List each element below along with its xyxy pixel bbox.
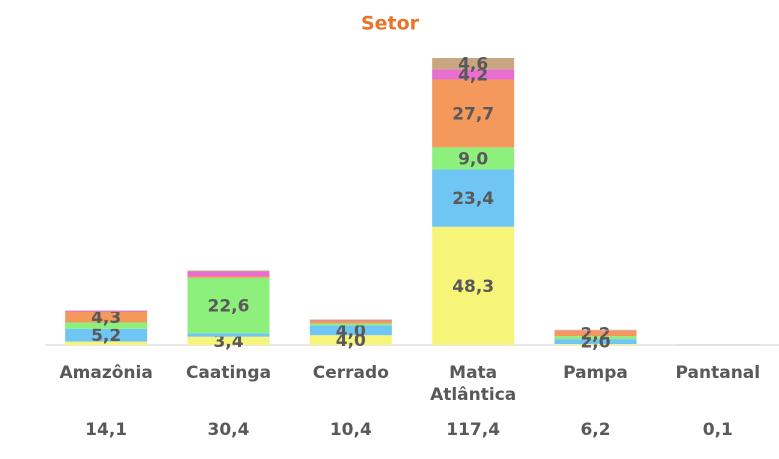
value-label: 4,2	[458, 65, 488, 85]
value-label: 9,0	[458, 149, 488, 169]
bar-segment	[65, 322, 148, 329]
total-label: 10,4	[329, 420, 372, 440]
bar-segment	[65, 341, 148, 345]
bar-segment	[65, 311, 148, 323]
bar-segment	[432, 69, 515, 80]
x-tick-label: Mata Atlântica	[430, 363, 517, 405]
bar-segment	[65, 328, 148, 342]
bar-segment	[432, 169, 515, 227]
bar-segment	[309, 325, 392, 336]
bar-segment	[309, 321, 392, 324]
value-label: 4,6	[458, 55, 488, 75]
bar-segment	[309, 335, 392, 345]
value-label: 23,4	[452, 189, 494, 209]
total-label: 0,1	[702, 420, 733, 440]
bar-segment	[187, 276, 270, 278]
bar-segment	[432, 226, 515, 345]
total-label: 6,2	[580, 420, 611, 440]
bar-segment	[187, 277, 270, 334]
bar-segment	[187, 333, 270, 337]
chart-title: Setor	[361, 13, 420, 35]
total-label: 117,4	[446, 420, 501, 440]
bar-segment	[432, 147, 515, 170]
value-label: 4,0	[336, 321, 366, 341]
value-label: 22,6	[208, 297, 250, 317]
bar-segment	[554, 339, 637, 345]
value-label: 5,2	[91, 326, 121, 346]
value-label: 4,3	[91, 308, 121, 328]
x-tick-label: Caatinga	[185, 363, 272, 383]
x-tick-label: Cerrado	[312, 363, 389, 383]
total-label: 14,1	[85, 420, 128, 440]
total-label: 30,4	[207, 420, 250, 440]
bar-segment	[187, 270, 270, 272]
bar-segment	[432, 79, 515, 148]
bar-segment	[187, 336, 270, 345]
value-label: 27,7	[452, 104, 494, 124]
bar-segment	[554, 336, 637, 340]
value-label: 4,0	[336, 331, 366, 351]
value-label: 2,2	[580, 324, 610, 344]
bar-segment	[309, 319, 392, 321]
x-tick-label: Pampa	[563, 363, 628, 383]
x-tick-label: Amazônia	[59, 363, 153, 383]
bar-segment	[309, 323, 392, 326]
bar-segment	[65, 310, 148, 312]
bar-segment	[187, 271, 270, 277]
bar-segment	[432, 58, 515, 70]
value-label: 3,4	[213, 332, 243, 352]
x-tick-label: Pantanal	[675, 363, 761, 383]
bar-segment	[554, 330, 637, 337]
value-label: 48,3	[452, 277, 494, 297]
bar-segment	[554, 344, 637, 345]
